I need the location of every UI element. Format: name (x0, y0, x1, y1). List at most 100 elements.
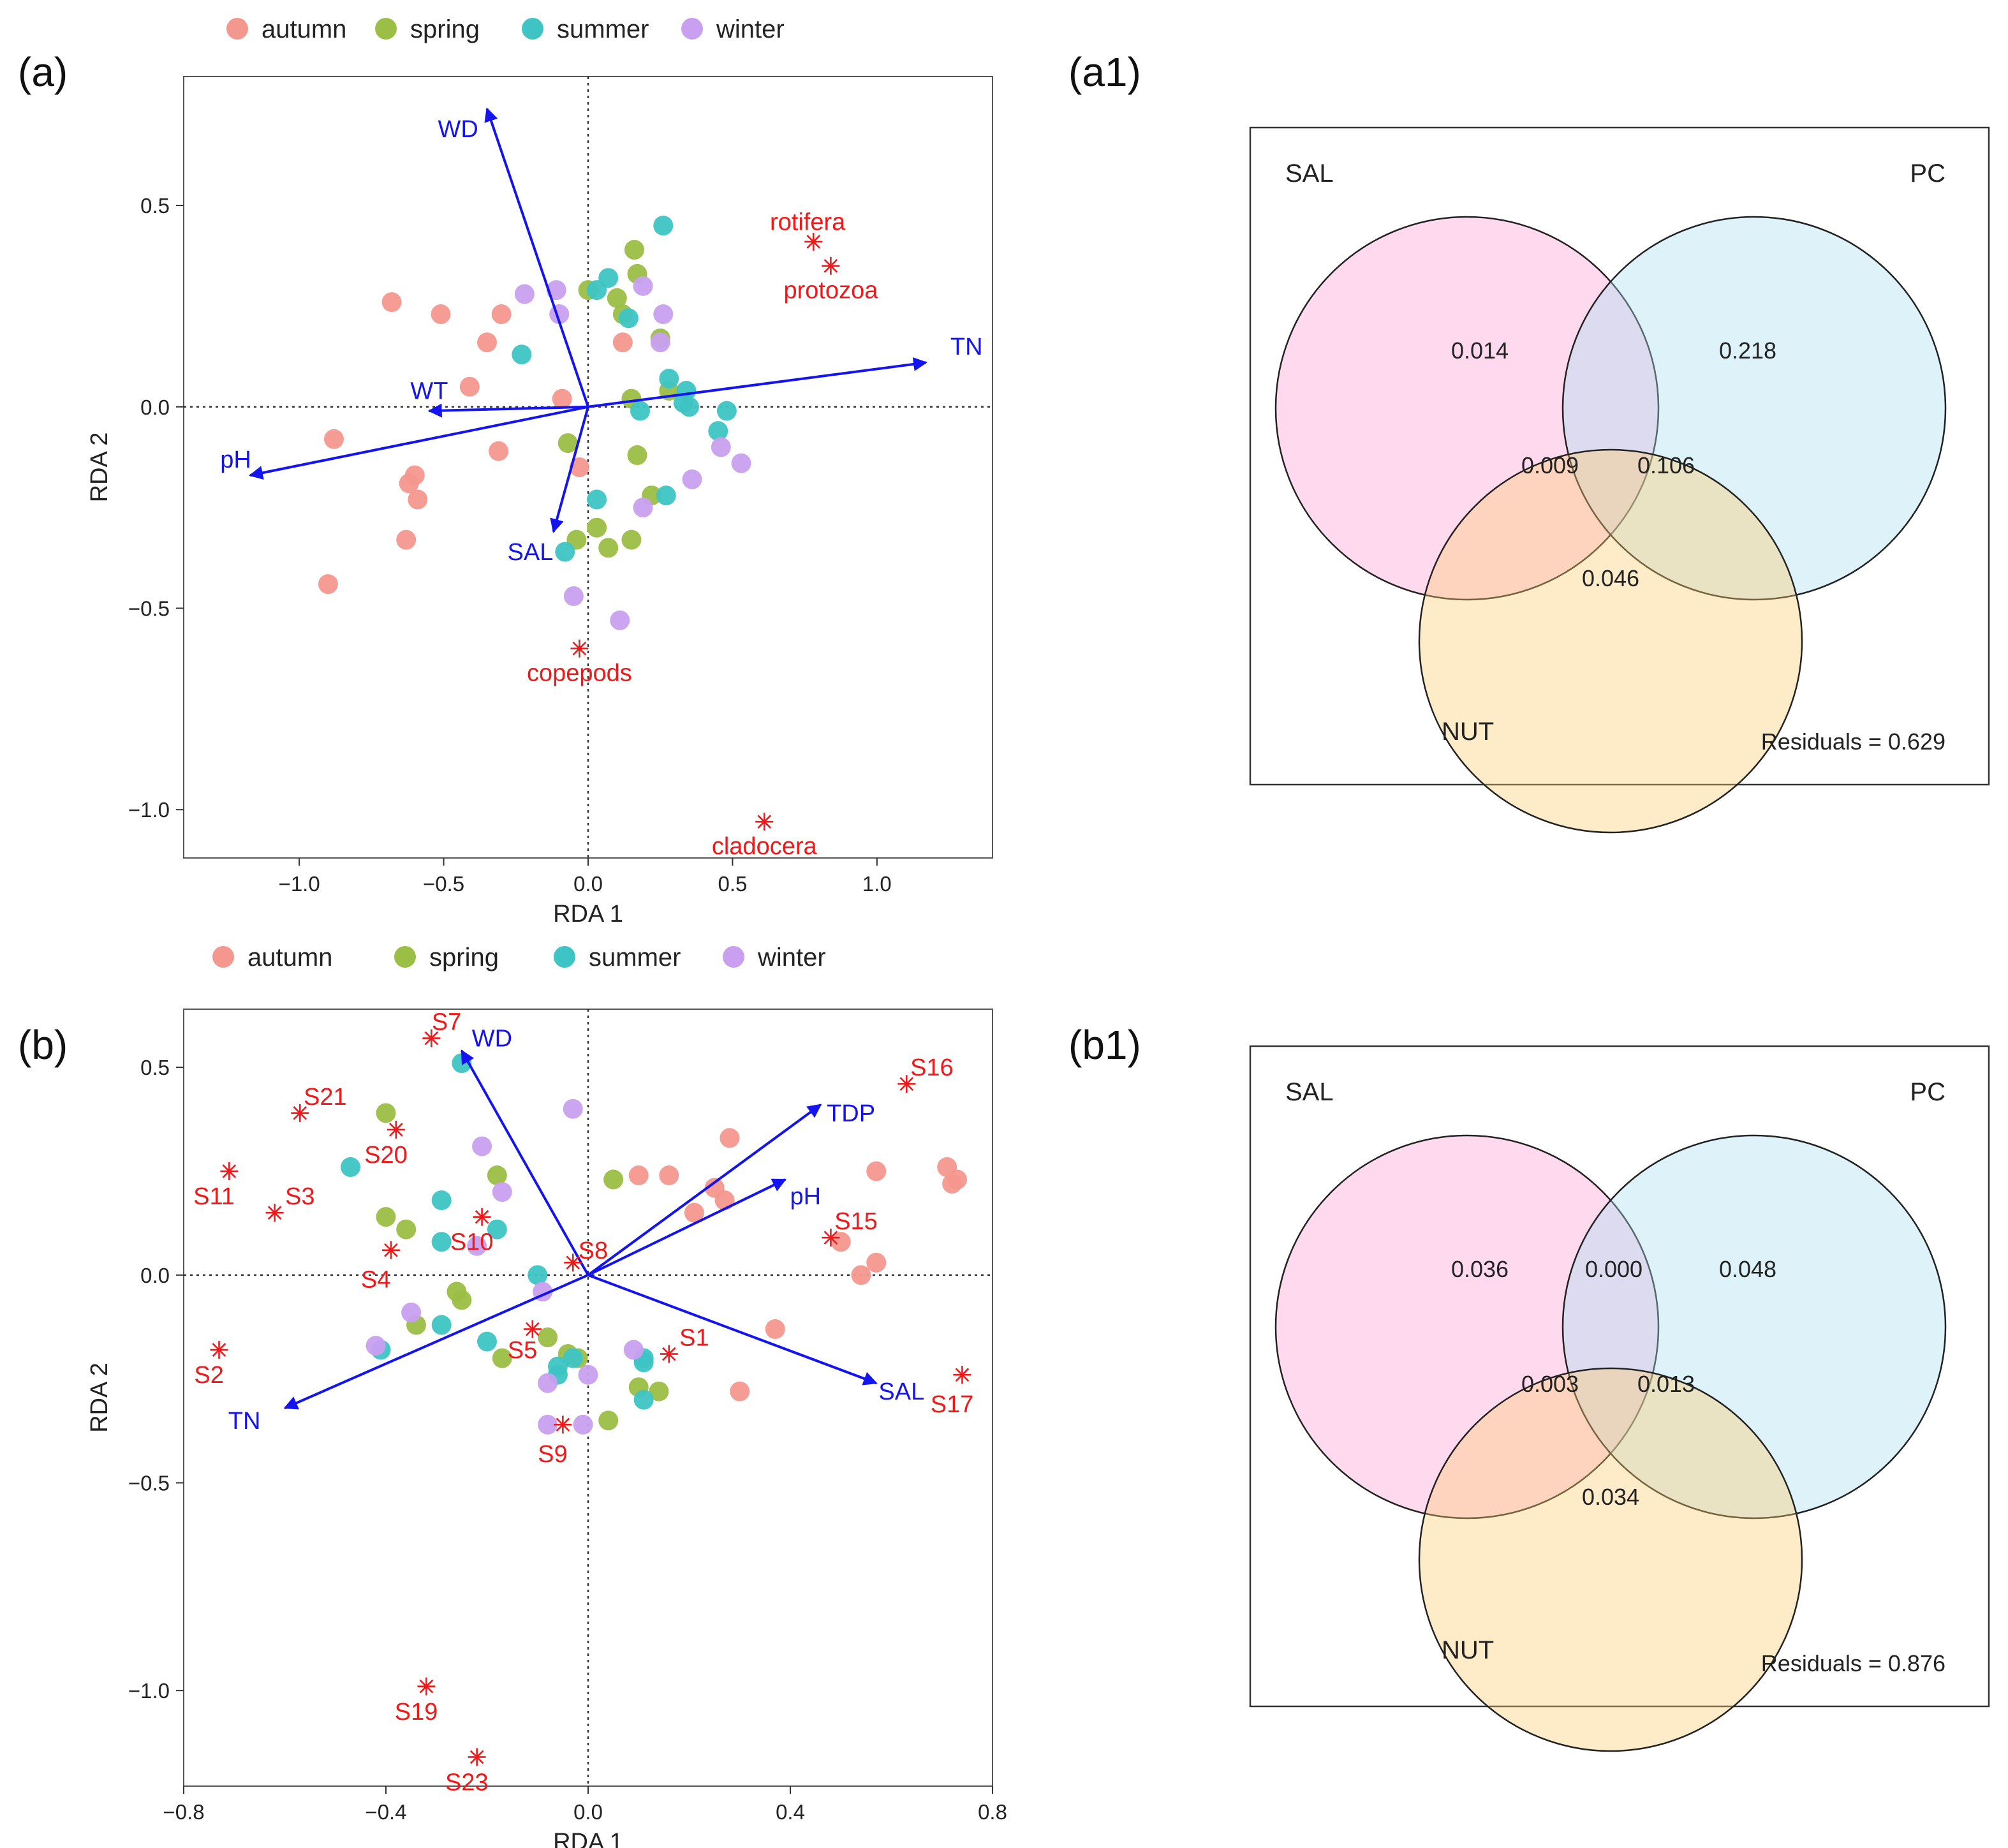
x-tick-label: 0.8 (978, 1800, 1007, 1824)
sample-point-winter (650, 332, 670, 353)
sample-point-winter (623, 1340, 644, 1360)
sample-point-winter (633, 276, 653, 296)
venn-panel-a1: (a1) SAL PC NUT 0.014 0.218 0.009 0.106 0.046 Res… (1068, 49, 1990, 834)
star-stroke (212, 1343, 226, 1357)
point-label-S20: S20 (364, 1142, 408, 1169)
sample-point-spring (538, 1327, 558, 1348)
venn-value-nut-only: 0.034 (1582, 1484, 1639, 1510)
point-label-S7: S7 (432, 1009, 461, 1036)
sample-point-autumn (866, 1252, 887, 1273)
star-stroke (661, 1347, 676, 1361)
venn-value-sal-only: 0.014 (1451, 337, 1509, 364)
sample-point-winter (731, 453, 751, 473)
panel-label: (b1) (1068, 1022, 1141, 1068)
sample-point-spring (624, 240, 644, 260)
venn-circle-sal (1274, 216, 1660, 601)
sample-point-summer (477, 1331, 497, 1352)
star-marker-copepods (570, 639, 589, 658)
star-marker-S15 (822, 1229, 840, 1247)
venn-set-label-pc: PC (1910, 1078, 1945, 1106)
legend-swatch-autumn (226, 18, 248, 40)
arrow-label-TN: TN (228, 1408, 261, 1435)
arrow-WD (484, 107, 589, 408)
sample-point-winter (538, 1414, 558, 1435)
sample-point-spring (627, 445, 647, 466)
y-tick-label: −1.0 (128, 1679, 170, 1703)
sample-point-winter (472, 1136, 492, 1157)
venn-set-label-sal: SAL (1285, 159, 1334, 188)
legend-label-autumn: autumn (262, 15, 346, 43)
star-marker-S9 (554, 1416, 572, 1434)
venn-set-label-nut: NUT (1442, 1636, 1494, 1664)
sample-point-autumn (947, 1169, 968, 1190)
star-marker-rotifera (804, 232, 823, 251)
y-axis-title: RDA 2 (86, 432, 113, 503)
sample-point-autumn (720, 1128, 740, 1148)
sample-point-winter (538, 1373, 558, 1393)
arrow-pH (249, 405, 589, 480)
star-stroke (806, 235, 821, 249)
venn-set-label-nut: NUT (1442, 718, 1494, 746)
panel-label: (b) (18, 1022, 68, 1068)
venn-value-pc-only: 0.218 (1719, 337, 1776, 364)
legend: autumn spring summer winter (226, 15, 785, 43)
sample-point-summer (431, 1232, 452, 1252)
sample-point-spring (621, 529, 642, 550)
arrow-label-SAL: SAL (878, 1379, 924, 1405)
star-stroke (293, 1106, 307, 1120)
sample-point-autumn (765, 1319, 785, 1340)
x-tick-label: −0.4 (365, 1800, 406, 1824)
legend-swatch-winter (723, 946, 744, 968)
star-marker-S3 (265, 1204, 284, 1222)
sample-point-spring (452, 1290, 472, 1310)
venn-value-nut-only: 0.046 (1582, 565, 1639, 591)
star-stroke (389, 1123, 403, 1137)
star-stroke (899, 1077, 914, 1091)
sample-point-autumn (684, 1202, 704, 1223)
star-stroke (757, 815, 772, 829)
sample-point-autumn (491, 304, 512, 325)
star-stroke (566, 1255, 580, 1270)
venn-circle-pc (1561, 1134, 1947, 1519)
sample-point-spring (396, 1219, 417, 1239)
sample-point-summer (431, 1315, 452, 1335)
sample-point-spring (649, 1381, 669, 1401)
legend-label-winter: winter (757, 943, 826, 972)
venn-set-label-pc: PC (1910, 159, 1945, 188)
legend-label-summer: summer (557, 15, 649, 43)
legend-label-spring: spring (429, 943, 499, 972)
x-tick-label: 1.0 (862, 872, 892, 896)
venn-value-sal-pc: 0.000 (1585, 1256, 1643, 1282)
sample-point-autumn (866, 1161, 887, 1181)
venn-circle-nut (1418, 1367, 1803, 1752)
sample-point-autumn (730, 1381, 750, 1401)
venn-residuals: Residuals = 0.629 (1761, 728, 1945, 755)
point-label-S2: S2 (194, 1362, 223, 1389)
arrow-TN (283, 1274, 589, 1410)
x-tick-label: −0.5 (423, 872, 464, 896)
sample-point-spring (492, 1348, 512, 1368)
star-marker-S16 (897, 1075, 916, 1093)
point-label-S10: S10 (450, 1229, 494, 1256)
star-marker-S8 (564, 1253, 582, 1272)
venn-value-sal-nut: 0.003 (1521, 1371, 1579, 1397)
sample-point-winter (563, 586, 584, 607)
sample-point-summer (587, 489, 607, 510)
sample-point-winter (633, 498, 653, 518)
legend-swatch-summer (554, 946, 575, 968)
point-label-S1: S1 (679, 1325, 709, 1352)
sample-point-winter (492, 1182, 512, 1202)
y-axis-title: RDA 2 (86, 1363, 113, 1433)
venn-panel-b1: (b1) SAL PC NUT 0.036 0.000 0.048 0.003 0.013 0.0… (1068, 1022, 1990, 1752)
star-stroke (526, 1322, 540, 1336)
sample-point-autumn (477, 332, 497, 353)
star-marker-S20 (387, 1120, 405, 1139)
point-label-S15: S15 (834, 1208, 878, 1235)
sample-point-winter (711, 437, 731, 457)
star-marker-S5 (523, 1320, 542, 1338)
star-marker-S17 (953, 1366, 971, 1384)
legend-swatch-spring (375, 18, 397, 40)
sample-point-winter (401, 1302, 422, 1322)
sample-point-autumn (569, 457, 589, 477)
